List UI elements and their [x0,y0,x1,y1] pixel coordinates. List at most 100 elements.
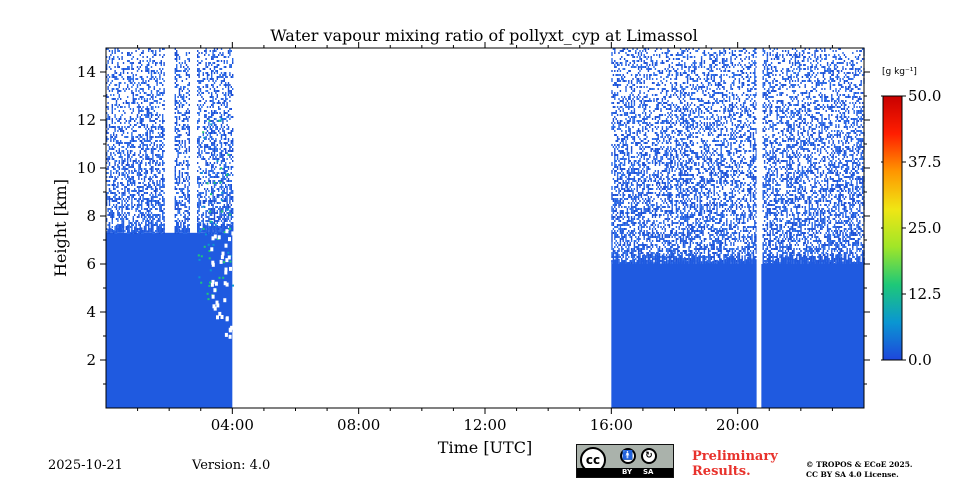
heatmap-cell [657,232,659,234]
heatmap-cell [178,140,181,142]
heatmap-cell [106,122,108,124]
heatmap-cell [111,88,113,90]
heatmap-cell [623,104,626,106]
heatmap-cell [646,240,648,242]
heatmap-cell [647,168,650,170]
heatmap-cell [136,94,139,96]
heatmap-cell [202,156,204,158]
heatmap-cell [230,64,232,66]
heatmap-cell [642,118,644,120]
heatmap-cell [616,144,619,146]
heatmap-cell [623,112,626,114]
heatmap-cell [155,222,157,224]
heatmap-cell [176,52,178,54]
heatmap-cell [637,130,640,132]
heatmap-cell [136,172,139,174]
heatmap-cell [141,214,143,216]
heatmap-cell [206,66,209,68]
heatmap-cell [117,92,119,94]
heatmap-cell [628,96,630,98]
heatmap-cell [657,170,659,172]
heatmap-cell [106,118,108,120]
heatmap-cell [653,176,655,178]
heatmap-cell [106,82,108,84]
heatmap-cell [650,252,652,254]
heatmap-cell [661,132,664,134]
heatmap-cell [177,110,179,112]
heatmap-cell [134,152,136,154]
heatmap-cell [660,226,662,228]
heatmap-cell [150,138,153,140]
heatmap-cell [205,216,207,218]
heatmap-cell [622,146,624,148]
heatmap-cell [178,90,181,92]
heatmap-cell [211,58,213,60]
heatmap-cell [108,214,111,216]
heatmap-cell [625,206,627,208]
heatmap-cell [650,188,652,190]
heatmap-cell [107,184,109,186]
heatmap-cell [225,100,227,102]
heatmap-cell [664,234,666,236]
heatmap-cell [150,204,153,206]
heatmap-cell [148,148,150,150]
heatmap-cell [162,178,164,180]
heatmap-cell [180,230,182,233]
heatmap-cell [643,224,645,226]
heatmap-cell [157,225,160,233]
heatmap-cell [218,130,220,132]
heatmap-cell [650,224,652,226]
heatmap-cell [639,200,641,202]
heatmap-cell [132,166,134,168]
heatmap-cell [614,152,616,154]
heatmap-cell [120,106,122,108]
heatmap-cell [139,196,141,198]
heatmap-cell [215,146,217,148]
heatmap-cell [150,196,153,198]
heatmap-cell [626,182,629,184]
heatmap-cell [184,194,186,196]
heatmap-cell [614,164,616,166]
heatmap-cell [223,114,225,116]
heatmap-cell [107,210,109,212]
heatmap-cell [218,228,220,230]
heatmap-cell [614,170,616,172]
heatmap-cell [177,184,179,186]
heatmap-cell [134,182,136,184]
heatmap-cell [223,160,225,162]
heatmap-cell [640,224,643,226]
heatmap-cell [626,252,629,254]
heatmap-cell [131,82,133,84]
heatmap-cell [134,82,136,84]
heatmap-cell [643,48,645,50]
heatmap-cell [636,260,638,262]
heatmap-cell [118,126,120,128]
heatmap-cell [113,98,115,100]
heatmap-cell [211,116,213,118]
heatmap-cell [628,80,630,82]
heatmap-cell [110,126,112,128]
heatmap-cell [667,248,669,250]
heatmap-cell [646,192,648,194]
heatmap-cell [663,178,665,180]
heatmap-cell [131,92,133,94]
heatmap-cell [651,216,654,218]
heatmap-cell [146,114,148,116]
heatmap-cell [632,200,634,202]
heatmap-cell [132,154,134,156]
heatmap-cell [204,54,206,56]
heatmap-cell [206,90,209,92]
heatmap-cell [212,78,214,80]
heatmap-cell [178,116,181,118]
heatmap-cell [650,88,652,90]
heatmap-cell [142,232,144,234]
heatmap-cell [206,126,209,128]
heatmap-cell [118,148,120,150]
heatmap-cell [187,112,189,114]
heatmap-cell [178,146,181,148]
heatmap-cell [117,202,119,204]
heatmap-cell [216,182,218,184]
heatmap-cell [229,220,231,222]
heatmap-cell [127,150,129,152]
heatmap-cell [197,222,199,233]
